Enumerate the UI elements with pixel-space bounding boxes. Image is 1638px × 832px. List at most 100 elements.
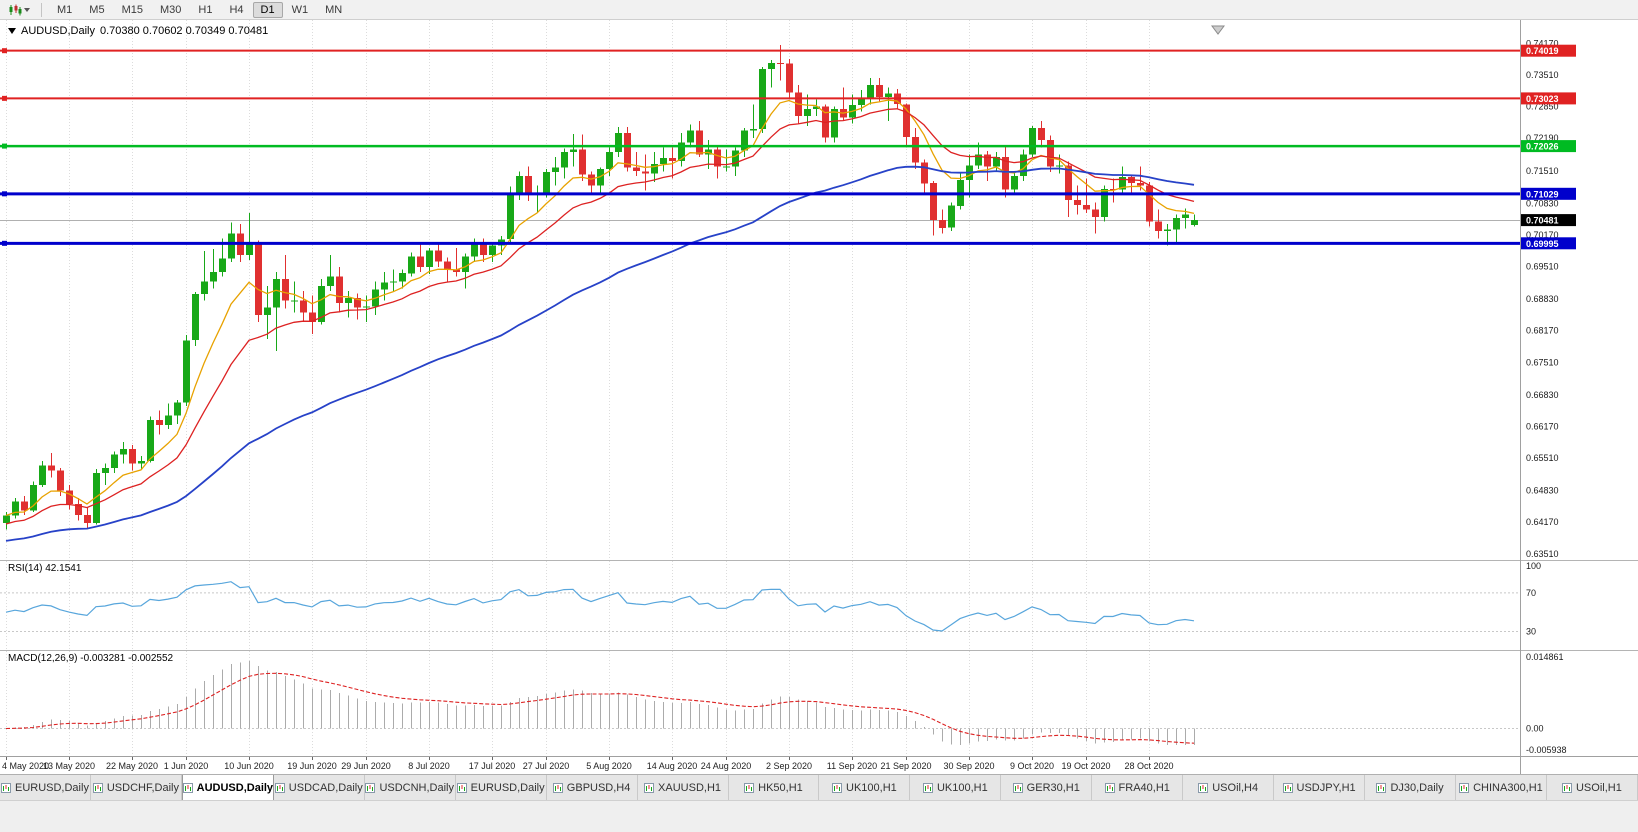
chart-tab-gbpusd-h4[interactable]: GBPUSD,H4	[546, 775, 638, 800]
mini-chart-icon	[0, 782, 11, 793]
timeframe-h1[interactable]: H1	[198, 3, 213, 16]
svg-text:28 Oct 2020: 28 Oct 2020	[1124, 761, 1173, 771]
mini-chart-icon	[182, 782, 193, 793]
tab-label: USOil,H4	[1212, 781, 1259, 794]
chart-header: AUDUSD,Daily 0.70380 0.70602 0.70349 0.7…	[8, 25, 268, 37]
tab-label: CHINA300,H1	[1473, 781, 1543, 794]
tab-label: GER30,H1	[1026, 781, 1080, 794]
grid-vertical	[6, 20, 1150, 560]
svg-text:0.74019: 0.74019	[1526, 46, 1559, 56]
chart-tab-uk100-h1[interactable]: UK100,H1	[910, 775, 1002, 800]
mini-chart-icon	[1012, 782, 1023, 793]
chart-tab-eurusd-daily[interactable]: EURUSD,Daily	[0, 775, 91, 800]
moving-average-8	[5, 99, 1195, 517]
mini-chart-icon	[832, 782, 843, 793]
timeframe-m1[interactable]: M1	[57, 3, 73, 16]
chart-tab-uk100-h1[interactable]: UK100,H1	[819, 775, 911, 800]
svg-text:0.72190: 0.72190	[1526, 133, 1559, 143]
svg-text:0.014861: 0.014861	[1526, 652, 1564, 662]
macd-canvas[interactable]: 0.014861 0.00 -0.005938	[0, 650, 1638, 756]
svg-text:22 May 2020: 22 May 2020	[106, 761, 158, 771]
chart-tab-ger30-h1[interactable]: GER30,H1	[1001, 775, 1093, 800]
timeframe-buttons: M1 M5 M15 M30 H1 H4 D1 W1 MN	[49, 1, 350, 18]
tab-label: HK50,H1	[758, 781, 803, 794]
svg-text:5 Aug 2020: 5 Aug 2020	[586, 761, 632, 771]
svg-text:0.72026: 0.72026	[1526, 142, 1559, 152]
timeframe-h4[interactable]: H4	[229, 3, 244, 16]
tab-label: DJ30,Daily	[1390, 781, 1444, 794]
svg-text:0.71029: 0.71029	[1526, 189, 1559, 199]
chart-tab-usoil-h1[interactable]: USOil,H1	[1546, 775, 1638, 800]
chart-tab-fra40-h1[interactable]: FRA40,H1	[1092, 775, 1184, 800]
tab-label: USDCHF,Daily	[106, 781, 179, 794]
mini-chart-icon	[744, 782, 755, 793]
macd-histogram	[14, 660, 1196, 746]
timeframe-mn[interactable]: MN	[325, 3, 343, 16]
svg-text:30: 30	[1526, 627, 1536, 637]
bottom-strip	[0, 800, 1638, 832]
main-chart-panel[interactable]: 0.74170 0.73510 0.72850 0.72190 0.71510 0.708…	[0, 20, 1638, 560]
rsi-label: RSI(14) 42.1541	[8, 563, 82, 574]
tab-label: XAUUSD,H1	[658, 781, 722, 794]
toolbar-separator	[41, 2, 42, 17]
hline-handle[interactable]	[2, 240, 7, 246]
chart-tab-eurusd-daily[interactable]: EURUSD,Daily	[455, 775, 547, 800]
mini-chart-icon	[456, 782, 467, 793]
candlestick-chart-icon	[9, 4, 22, 15]
hline-handle[interactable]	[2, 191, 7, 197]
chart-tab-usdjpy-h1[interactable]: USDJPY,H1	[1274, 775, 1366, 800]
chart-tab-hk50-h1[interactable]: HK50,H1	[728, 775, 820, 800]
svg-text:24 Aug 2020: 24 Aug 2020	[701, 761, 752, 771]
svg-text:0.66170: 0.66170	[1526, 421, 1559, 431]
svg-text:0.73510: 0.73510	[1526, 70, 1559, 80]
chevron-down-icon	[24, 7, 30, 12]
svg-text:0.63510: 0.63510	[1526, 549, 1559, 559]
svg-text:19 Jun 2020: 19 Jun 2020	[287, 761, 337, 771]
svg-text:0.64830: 0.64830	[1526, 486, 1559, 496]
chart-ohlc: 0.70380 0.70602 0.70349 0.70481	[99, 25, 269, 37]
svg-text:0.68830: 0.68830	[1526, 294, 1559, 304]
timeframe-w1[interactable]: W1	[291, 3, 309, 16]
svg-text:14 Aug 2020: 14 Aug 2020	[647, 761, 698, 771]
symbol-dropdown-icon[interactable]	[8, 28, 16, 34]
svg-text:0.69995: 0.69995	[1526, 239, 1559, 249]
timeframe-d1[interactable]: D1	[252, 1, 283, 18]
hline-handle[interactable]	[2, 143, 7, 149]
svg-text:0.66830: 0.66830	[1526, 390, 1559, 400]
svg-text:70: 70	[1526, 588, 1536, 598]
macd-label: MACD(12,26,9) -0.003281 -0.002552	[8, 653, 174, 664]
mini-chart-icon	[644, 782, 655, 793]
mini-chart-icon	[92, 782, 103, 793]
rsi-panel[interactable]: 100 70 30 RSI(14) 42.1541	[0, 560, 1638, 650]
macd-panel[interactable]: 0.014861 0.00 -0.005938 MACD(12,26,9) -0.0…	[0, 650, 1638, 756]
svg-text:13 May 2020: 13 May 2020	[43, 761, 95, 771]
hline-handle[interactable]	[2, 95, 7, 101]
hline-handle[interactable]	[2, 48, 7, 54]
chart-type-button[interactable]	[4, 2, 34, 18]
chart-tab-usdcad-daily[interactable]: USDCAD,Daily	[273, 775, 365, 800]
chart-shift-marker[interactable]	[1211, 25, 1225, 35]
macd-signal-line	[5, 672, 1195, 744]
chart-tab-dj30-daily[interactable]: DJ30,Daily	[1365, 775, 1456, 800]
svg-text:4 May 2020: 4 May 2020	[2, 761, 49, 771]
chart-tab-usdchf-daily[interactable]: USDCHF,Daily	[90, 775, 182, 800]
price-chart-canvas[interactable]: 0.74170 0.73510 0.72850 0.72190 0.71510 0.708…	[0, 20, 1638, 560]
tab-label: FRA40,H1	[1118, 781, 1170, 794]
svg-text:10 Jun 2020: 10 Jun 2020	[224, 761, 274, 771]
svg-text:-0.005938: -0.005938	[1526, 745, 1567, 755]
chart-tab-usoil-h4[interactable]: USOil,H4	[1183, 775, 1275, 800]
timeframe-m5[interactable]: M5	[89, 3, 105, 16]
svg-text:100: 100	[1526, 561, 1541, 571]
chart-tab-usdcnh-daily[interactable]: USDCNH,Daily	[364, 775, 456, 800]
chart-tab-audusd-daily[interactable]: AUDUSD,Daily	[181, 775, 274, 800]
time-axis[interactable]: 4 May 2020 13 May 2020 22 May 2020 1 Jun 20…	[0, 756, 1638, 774]
chart-tab-xauusd-h1[interactable]: XAUUSD,H1	[637, 775, 729, 800]
svg-text:0.70481: 0.70481	[1526, 216, 1559, 226]
moving-average-55	[5, 165, 1195, 542]
rsi-canvas[interactable]: 100 70 30	[0, 560, 1638, 650]
mini-chart-icon	[1459, 782, 1470, 793]
timeframe-m15[interactable]: M15	[121, 3, 143, 16]
mini-chart-icon	[1282, 782, 1293, 793]
chart-tab-china300-h1[interactable]: CHINA300,H1	[1456, 775, 1547, 800]
timeframe-m30[interactable]: M30	[159, 3, 182, 16]
